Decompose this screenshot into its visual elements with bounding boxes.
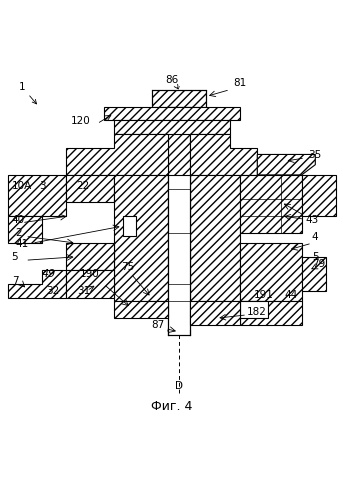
Text: 7: 7 [12, 276, 18, 286]
Polygon shape [8, 216, 42, 243]
Polygon shape [190, 134, 257, 175]
Text: 49: 49 [42, 270, 56, 280]
Text: 5: 5 [312, 252, 319, 262]
Text: 40: 40 [12, 214, 25, 224]
Text: 182: 182 [247, 307, 267, 317]
Polygon shape [66, 243, 114, 270]
Polygon shape [257, 154, 315, 175]
Text: 79: 79 [312, 259, 325, 269]
Text: 41: 41 [15, 238, 28, 248]
Text: 4: 4 [312, 232, 319, 242]
Polygon shape [66, 175, 114, 202]
Bar [122, 216, 136, 236]
Polygon shape [104, 106, 240, 120]
Polygon shape [66, 134, 168, 175]
Text: 35: 35 [309, 150, 322, 160]
Polygon shape [8, 175, 66, 216]
Text: 31: 31 [77, 286, 90, 296]
Text: 75: 75 [121, 262, 134, 272]
Text: 32: 32 [46, 286, 59, 296]
Text: 120: 120 [71, 116, 90, 126]
Bar [168, 175, 190, 336]
Text: 22: 22 [76, 180, 90, 190]
Text: 10A: 10A [12, 180, 32, 190]
Text: 3: 3 [39, 180, 45, 190]
Polygon shape [240, 243, 302, 301]
Text: Фиг. 4: Фиг. 4 [151, 400, 193, 413]
Text: 5: 5 [12, 252, 18, 262]
Polygon shape [8, 270, 66, 298]
Polygon shape [240, 175, 302, 233]
Text: 81: 81 [234, 78, 247, 88]
Polygon shape [190, 301, 240, 325]
Polygon shape [190, 175, 240, 301]
Polygon shape [66, 270, 114, 298]
Text: 87: 87 [152, 320, 165, 330]
Polygon shape [168, 106, 190, 188]
Polygon shape [114, 120, 230, 134]
Text: 43: 43 [305, 214, 318, 224]
Text: 191: 191 [254, 290, 274, 300]
Text: 2: 2 [15, 228, 22, 238]
Text: 190: 190 [80, 270, 100, 280]
Polygon shape [302, 257, 325, 291]
Polygon shape [151, 90, 206, 106]
Polygon shape [302, 175, 336, 216]
Text: 44: 44 [284, 290, 298, 300]
Text: D: D [175, 382, 183, 392]
Polygon shape [240, 301, 302, 325]
Text: 1: 1 [19, 82, 36, 104]
Text: 86: 86 [165, 75, 179, 89]
Polygon shape [114, 301, 168, 318]
Polygon shape [114, 175, 168, 301]
Polygon shape [240, 301, 268, 318]
